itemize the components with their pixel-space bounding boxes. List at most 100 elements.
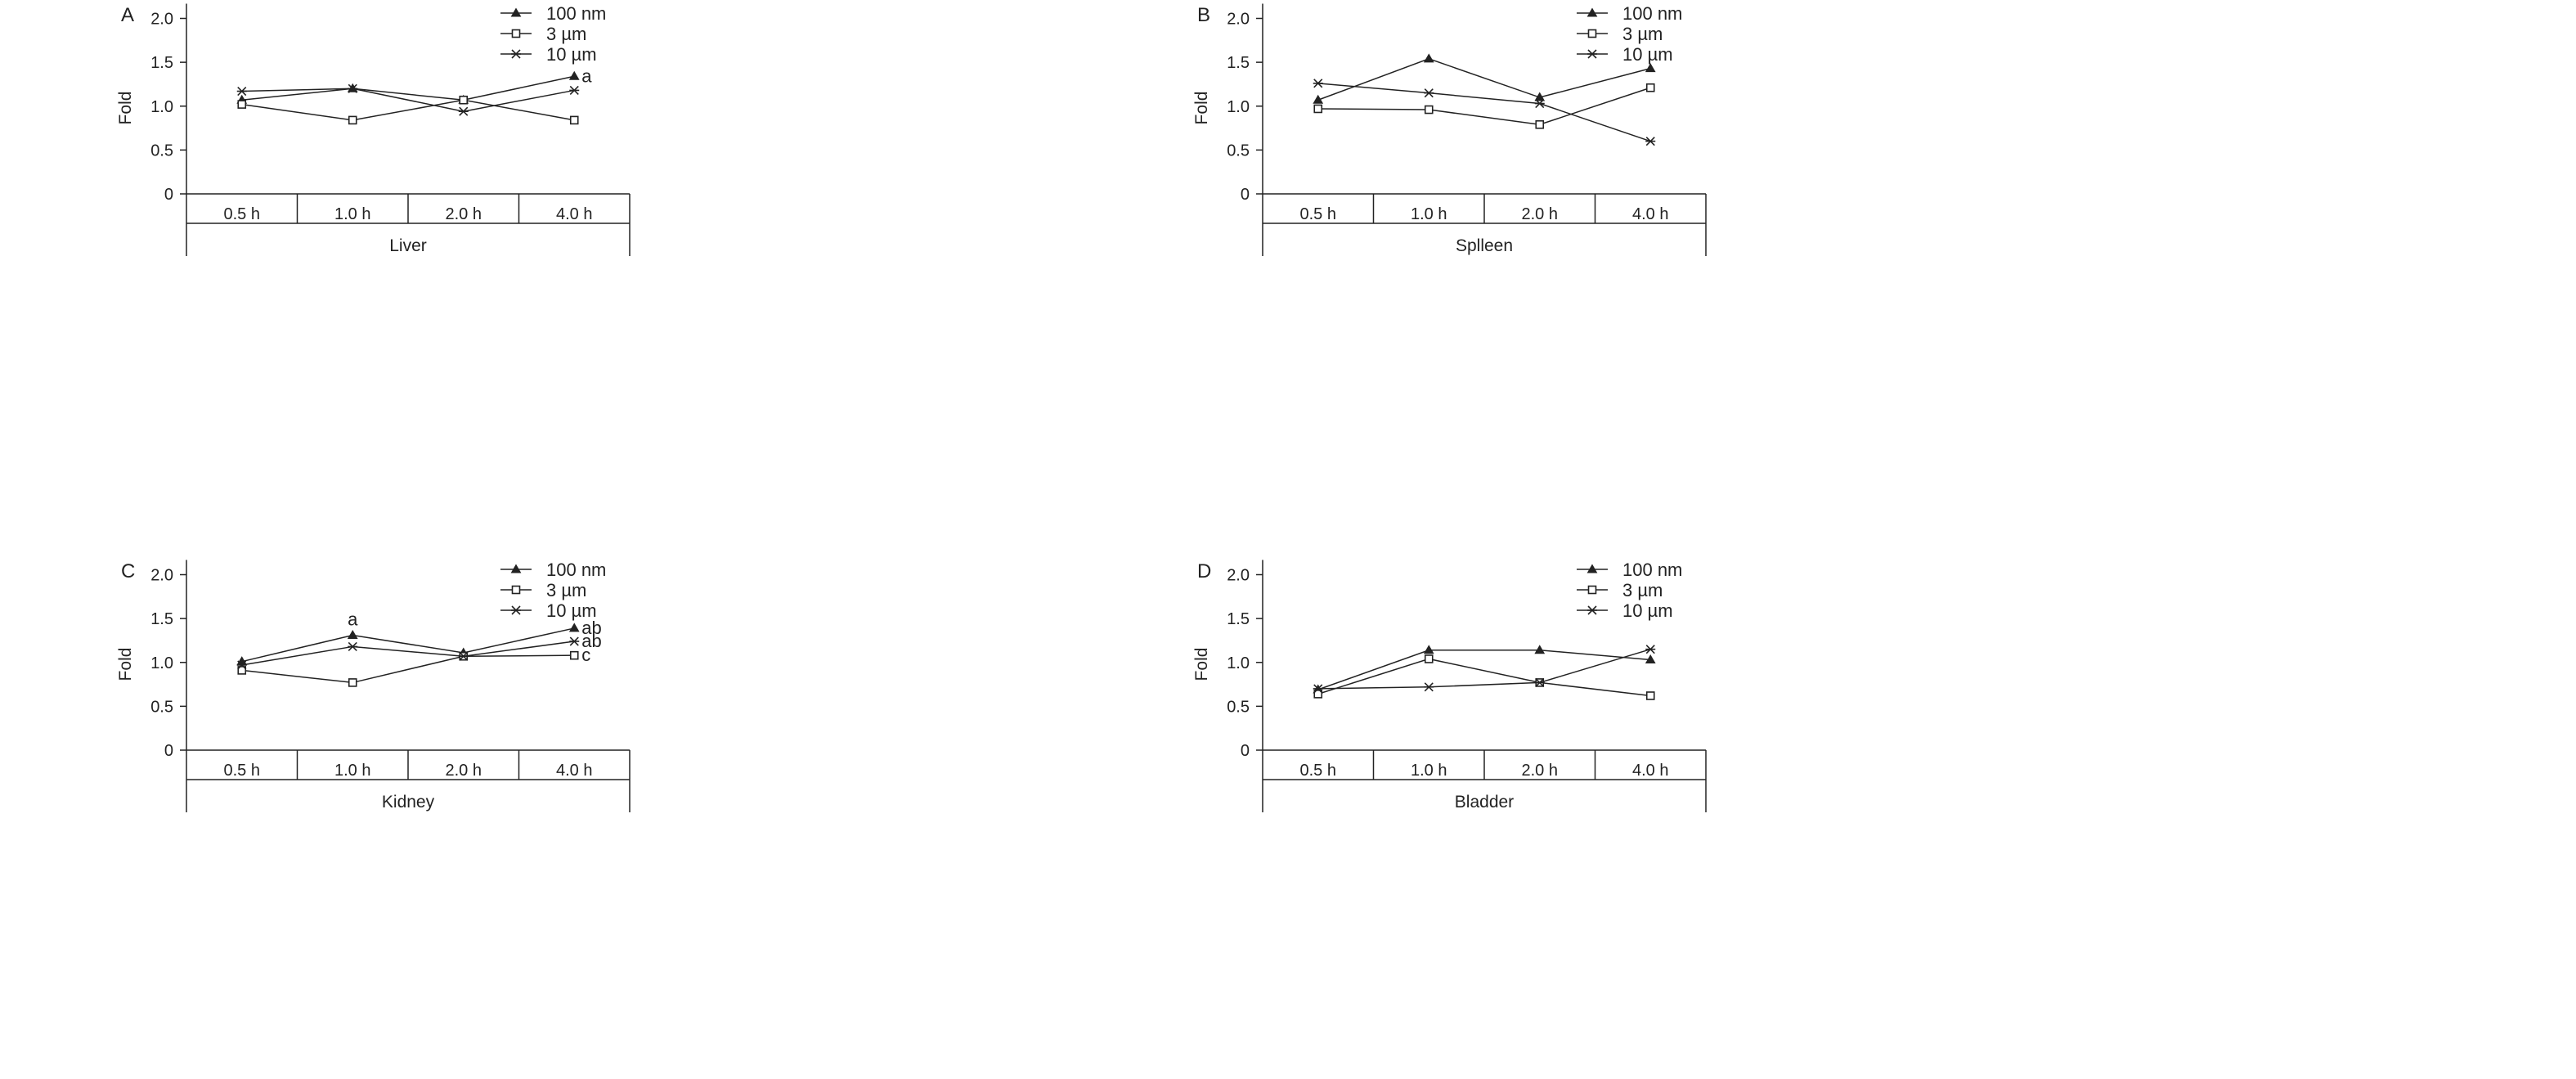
- y-tick-label: 2.0: [150, 567, 173, 585]
- data-point: [1534, 92, 1546, 101]
- legend-marker: [511, 585, 521, 595]
- panel-label: C: [121, 560, 135, 582]
- data-point: [236, 86, 247, 97]
- legend-marker: [1587, 29, 1597, 38]
- y-tick-label: 0.5: [1227, 698, 1250, 716]
- data-point: [458, 106, 469, 116]
- significance-label: a: [348, 609, 358, 630]
- x-tick-label: 2.0 h: [446, 205, 482, 223]
- data-point: [1313, 94, 1324, 104]
- data-point: [1313, 690, 1323, 699]
- data-point: [569, 650, 579, 660]
- data-point: [569, 115, 579, 125]
- x-tick-label: 0.5 h: [1300, 762, 1336, 780]
- series-line-2: [1317, 648, 1651, 690]
- data-point: [1645, 63, 1656, 73]
- series-line-0: [241, 627, 575, 663]
- legend-label: 10 µm: [546, 44, 597, 65]
- data-point: [1645, 654, 1656, 664]
- x-tick-label: 4.0 h: [556, 205, 592, 223]
- x-tick-label: 1.0 h: [334, 205, 370, 223]
- significance-label: ab: [581, 618, 601, 638]
- y-tick-label: 0: [1241, 742, 1250, 760]
- data-point: [568, 623, 580, 632]
- legend-label: 3 µm: [1622, 24, 1663, 44]
- y-tick-label: 1.0: [1227, 98, 1250, 116]
- data-point: [1645, 691, 1655, 700]
- y-tick-label: 2.0: [1227, 11, 1250, 29]
- panel-c: C 0 0.5 1.0 1.5 2.0 Fold 0.5 h 1.0 h 2.0 h 4.0 h Ki…: [116, 560, 631, 812]
- data-point: [458, 651, 469, 661]
- data-point: [348, 115, 357, 125]
- legend-label: 100 nm: [1622, 560, 1682, 580]
- x-axis-label: Splleen: [1456, 236, 1513, 255]
- legend-label: 100 nm: [1622, 3, 1682, 24]
- data-point: [1645, 137, 1656, 146]
- data-point: [569, 85, 580, 96]
- x-tick-label: 2.0 h: [446, 762, 482, 780]
- legend-label: 10 µm: [1622, 600, 1673, 621]
- data-point: [1534, 677, 1545, 687]
- x-tick-label: 0.5 h: [1300, 205, 1336, 223]
- data-point: [1423, 645, 1434, 654]
- x-tick-label: 1.0 h: [1411, 762, 1447, 780]
- data-point: [1313, 79, 1323, 88]
- x-tick-label: 0.5 h: [224, 205, 260, 223]
- series-line-2: [1317, 83, 1651, 142]
- series-line-2: [241, 641, 575, 666]
- panel-b: B 0 0.5 1.0 1.5 2.0 Fold 0.5 h 1.0 h 2.0 h 4.0 h Sp…: [1192, 3, 1707, 256]
- series-line-0: [1317, 58, 1651, 101]
- significance-label: ab: [581, 631, 601, 651]
- y-tick-label: 0: [1241, 186, 1250, 204]
- y-tick-label: 0.5: [150, 142, 173, 160]
- x-tick-label: 2.0 h: [1522, 205, 1558, 223]
- y-tick-label: 1.0: [1227, 654, 1250, 672]
- x-tick-label: 4.0 h: [1632, 762, 1668, 780]
- panel-label: D: [1197, 560, 1211, 582]
- panel-label: B: [1197, 4, 1210, 26]
- x-tick-label: 1.0 h: [1411, 205, 1447, 223]
- series-line-1: [1317, 658, 1651, 697]
- data-point: [1534, 98, 1545, 109]
- x-tick-label: 0.5 h: [224, 762, 260, 780]
- data-point: [1313, 104, 1323, 114]
- data-point: [1535, 119, 1545, 129]
- x-axis-label: Bladder: [1455, 793, 1514, 811]
- y-axis-label: Fold: [1192, 92, 1211, 125]
- y-tick-label: 2.0: [150, 11, 173, 29]
- x-axis-label: Liver: [389, 236, 427, 255]
- series-line-2: [241, 88, 575, 112]
- y-axis-label: Fold: [116, 92, 135, 125]
- data-point: [348, 641, 358, 652]
- data-point: [1534, 645, 1546, 654]
- data-point: [1645, 645, 1656, 654]
- data-point: [1423, 53, 1434, 63]
- x-tick-label: 4.0 h: [556, 762, 592, 780]
- data-point: [1424, 654, 1434, 663]
- series-line-1: [241, 99, 575, 121]
- data-point: [568, 70, 580, 80]
- y-tick-label: 2.0: [1227, 567, 1250, 585]
- legend-label: 3 µm: [546, 24, 586, 44]
- data-point: [1424, 88, 1434, 98]
- data-point: [1645, 83, 1655, 92]
- y-tick-label: 0: [164, 186, 173, 204]
- y-tick-label: 1.5: [1227, 610, 1250, 628]
- significance-label: a: [581, 65, 592, 86]
- x-tick-label: 1.0 h: [334, 762, 370, 780]
- legend-marker: [511, 605, 521, 615]
- x-tick-label: 2.0 h: [1522, 762, 1558, 780]
- y-tick-label: 1.5: [150, 54, 173, 72]
- legend-marker: [511, 49, 521, 59]
- y-tick-label: 0: [164, 742, 173, 760]
- y-tick-label: 0.5: [150, 698, 173, 716]
- panel-d: D 0 0.5 1.0 1.5 2.0 Fold 0.5 h 1.0 h 2.0 h 4.0 h Bl…: [1192, 560, 1707, 812]
- legend-label: 10 µm: [1622, 44, 1673, 65]
- legend-label: 3 µm: [1622, 580, 1663, 600]
- legend-label: 100 nm: [546, 560, 606, 580]
- legend-marker: [1587, 49, 1597, 59]
- y-axis-label: Fold: [1192, 648, 1211, 681]
- y-tick-label: 1.5: [150, 610, 173, 628]
